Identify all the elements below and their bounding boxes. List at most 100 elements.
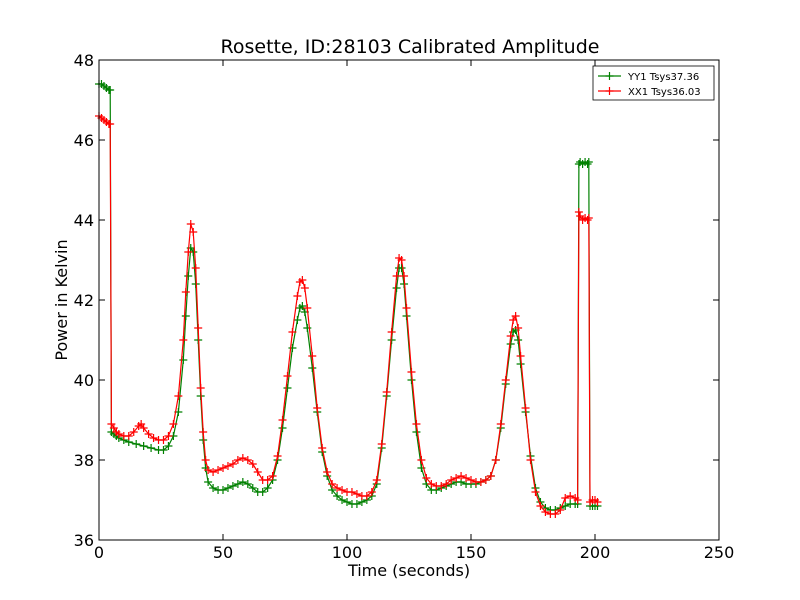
plot-frame <box>98 59 720 541</box>
data-point <box>238 478 247 486</box>
data-point <box>313 404 322 412</box>
data-point <box>258 488 267 496</box>
data-point <box>407 368 416 376</box>
legend-marker <box>605 72 614 80</box>
data-point <box>511 312 520 320</box>
data-point <box>412 420 421 428</box>
data-point <box>139 424 148 432</box>
data-point <box>462 474 471 482</box>
data-point <box>278 424 287 432</box>
data-point <box>486 472 495 480</box>
data-point <box>184 248 193 256</box>
data-point <box>536 502 545 510</box>
data-point <box>228 460 237 468</box>
data-point <box>352 490 361 498</box>
data-point <box>417 456 426 464</box>
data-point <box>561 494 570 502</box>
data-point <box>288 328 297 336</box>
data-point <box>496 420 505 428</box>
data-point <box>293 316 302 324</box>
data-point <box>201 456 210 464</box>
data-point <box>233 456 242 464</box>
data-point <box>516 352 525 360</box>
data-point <box>387 328 396 336</box>
data-point <box>501 376 510 384</box>
data-point <box>566 492 575 500</box>
data-point <box>204 466 213 474</box>
y-tick-label: 46 <box>74 131 94 150</box>
data-point <box>191 264 200 272</box>
data-point <box>422 474 431 482</box>
y-axis-label: Power in Kelvin <box>52 239 71 360</box>
data-point <box>204 478 213 486</box>
data-point <box>219 464 227 472</box>
data-point <box>556 506 565 514</box>
data-point <box>243 456 252 464</box>
data-point <box>593 498 602 506</box>
data-point <box>457 472 466 480</box>
data-point <box>300 284 309 292</box>
data-point <box>263 476 272 484</box>
data-point <box>412 428 421 436</box>
data-point <box>514 336 523 344</box>
data-point <box>132 440 141 448</box>
y-tick-label: 38 <box>74 451 94 470</box>
data-point <box>106 120 115 128</box>
data-point <box>278 416 287 424</box>
data-point <box>223 484 232 492</box>
data-point <box>253 468 262 476</box>
data-point <box>149 434 158 442</box>
data-point <box>583 216 592 224</box>
data-point <box>263 484 272 492</box>
legend-entry: YY1 Tsys37.36 <box>598 72 699 83</box>
data-point <box>338 496 347 504</box>
data-point <box>437 482 446 490</box>
data-point <box>452 474 461 482</box>
data-point <box>214 466 223 474</box>
data-point <box>169 420 178 428</box>
data-point <box>273 452 282 460</box>
data-point <box>343 498 351 506</box>
y-tick-label: 40 <box>74 371 94 390</box>
legend-label: XX1 Tsys36.03 <box>628 87 701 98</box>
data-point <box>400 272 409 280</box>
x-tick-label: 0 <box>94 543 104 562</box>
data-point <box>521 404 530 412</box>
data-point <box>573 496 582 504</box>
data-point <box>223 462 232 470</box>
data-point <box>243 480 252 488</box>
data-point <box>467 476 475 484</box>
series-1 <box>95 112 602 518</box>
data-point <box>303 304 312 312</box>
data-point <box>181 288 190 296</box>
series-line <box>99 83 598 511</box>
data-point <box>298 276 307 284</box>
data-point <box>402 304 411 312</box>
chart-title: Rosette, ID:28103 Calibrated Amplitude <box>221 36 600 58</box>
x-tick-label: 200 <box>580 543 611 562</box>
data-point <box>164 442 173 450</box>
data-point <box>427 480 436 488</box>
data-point <box>283 372 292 380</box>
data-point <box>377 440 386 448</box>
data-point <box>318 444 327 452</box>
data-point <box>442 480 451 488</box>
data-point <box>181 312 190 320</box>
legend-box <box>592 65 715 101</box>
data-point <box>367 488 376 496</box>
data-point <box>333 484 342 492</box>
data-point <box>164 432 173 440</box>
data-point <box>328 480 337 488</box>
data-point <box>526 456 535 464</box>
data-point <box>293 292 302 300</box>
series-0 <box>95 80 602 514</box>
legend-label: YY1 Tsys37.36 <box>627 72 699 83</box>
data-point <box>209 484 218 492</box>
data-point <box>219 486 227 494</box>
data-point <box>447 476 456 484</box>
x-tick-label: 250 <box>704 543 735 562</box>
data-point <box>186 220 195 228</box>
data-point <box>574 208 583 216</box>
data-point <box>228 482 237 490</box>
data-point <box>323 468 332 476</box>
